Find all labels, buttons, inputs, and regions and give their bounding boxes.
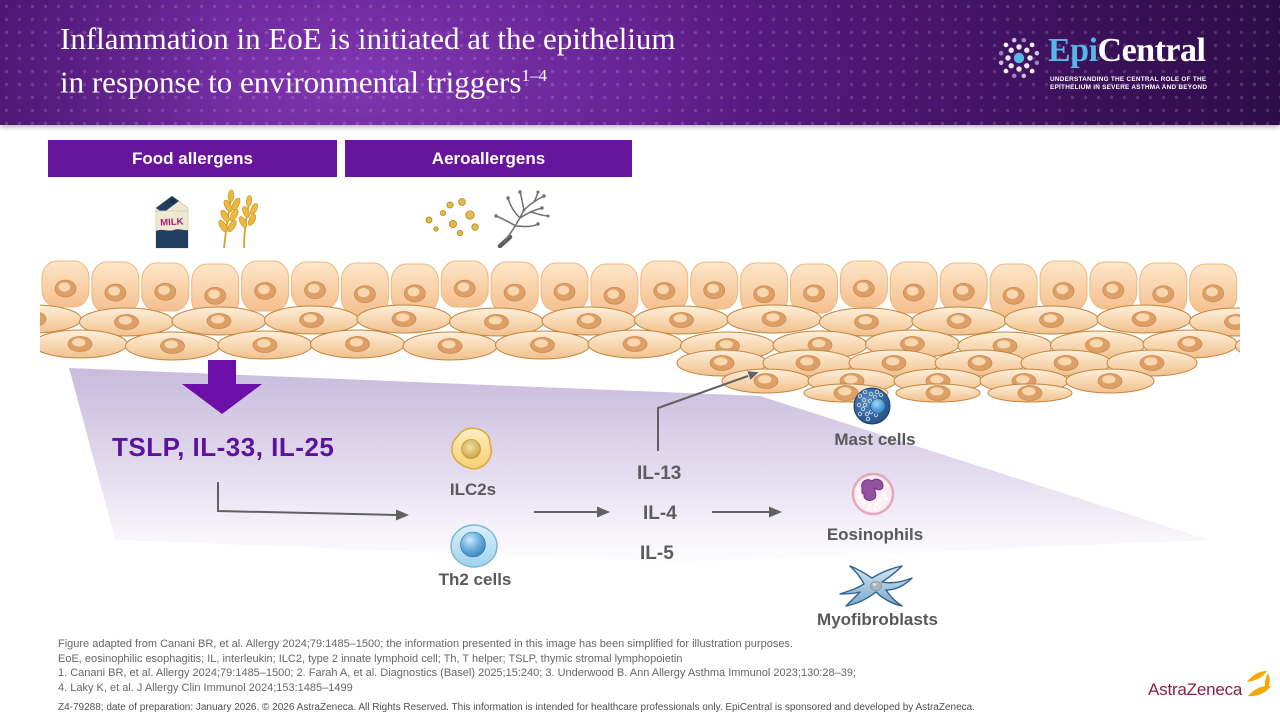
il13-label: IL-13	[637, 463, 682, 484]
page-title: Inflammation in EoE is initiated at the …	[60, 20, 676, 100]
header-banner: Inflammation in EoE is initiated at the …	[0, 0, 1280, 125]
epicentral-tagline: UNDERSTANDING THE CENTRAL ROLE OF THE EP…	[1050, 76, 1208, 91]
alarmins-label: TSLP, IL-33, IL-25	[112, 432, 335, 462]
myofibroblast-cell-icon	[839, 565, 913, 607]
footnote-line: Figure adapted from Canani BR, et al. Al…	[58, 638, 793, 650]
th2-label: Th2 cells	[438, 570, 512, 589]
astrazeneca-mark-icon	[1247, 671, 1271, 697]
logo-epi-text: Epi	[1048, 32, 1098, 69]
eosinophils-label: Eosinophils	[826, 525, 924, 544]
milk-carton-icon: MILK	[155, 195, 189, 249]
mast-cells-label: Mast cells	[834, 430, 916, 449]
title-line-1: Inflammation in EoE is initiated at the …	[60, 21, 676, 56]
epithelium-illustration	[40, 260, 1240, 403]
footnote-line: 1. Canani BR, et al. Allergy 2024;79:148…	[58, 667, 857, 680]
il5-label: IL-5	[640, 543, 674, 564]
footnote-line: 4. Laky K, et al. J Allergy Clin Immunol…	[58, 681, 353, 694]
milk-label: MILK	[160, 216, 184, 228]
logo-central-text: Central	[1097, 32, 1206, 69]
eosinophil-cell-icon	[851, 472, 895, 516]
ilc2-label: ILC2s	[449, 480, 497, 499]
th2-cell-icon	[450, 524, 498, 568]
epicentral-wordmark: EpiCentral	[1048, 32, 1206, 69]
branch-icon	[494, 190, 550, 248]
epicentral-emblem-icon	[998, 37, 1040, 79]
down-arrow-icon	[182, 360, 262, 414]
header-dot-pattern	[0, 0, 1280, 125]
astrazeneca-wordmark: AstraZeneca	[1148, 680, 1243, 699]
footnote-line: EoE, eosinophilic esophagitis; IL, inter…	[58, 652, 683, 665]
title-line-2: in response to environmental triggers1–4	[60, 64, 547, 100]
food-allergens-header: Food allergens	[48, 140, 337, 177]
epicentral-logo: EpiCentral UNDERSTANDING THE CENTRAL ROL…	[996, 33, 1236, 95]
aeroallergens-header: Aeroallergens	[345, 140, 632, 177]
pollen-icon	[425, 198, 479, 237]
footnotes: Figure adapted from Canani BR, et al. Al…	[58, 637, 856, 695]
wheat-icon	[218, 189, 258, 249]
mast-cell-icon	[853, 387, 891, 425]
il4-label: IL-4	[643, 503, 677, 524]
compliance-disclaimer: Z4-79288; date of preparation: January 2…	[58, 702, 975, 713]
myofibroblasts-label: Myofibroblasts	[817, 610, 938, 629]
ilc2-cell-icon	[451, 427, 493, 470]
reference-superscript: 1–4	[521, 66, 547, 85]
